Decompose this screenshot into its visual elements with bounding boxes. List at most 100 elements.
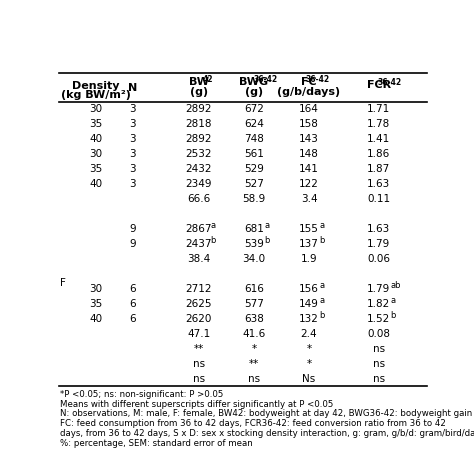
Text: 158: 158 (299, 119, 319, 129)
Text: (g): (g) (245, 87, 263, 97)
Text: Density: Density (72, 82, 120, 91)
Text: ns: ns (373, 374, 385, 383)
Text: *: * (251, 344, 256, 354)
Text: a: a (319, 296, 325, 305)
Text: 3: 3 (129, 134, 136, 144)
Text: 36-42: 36-42 (254, 75, 278, 84)
Text: 40: 40 (90, 179, 102, 189)
Text: 148: 148 (299, 149, 319, 159)
Text: 2532: 2532 (186, 149, 212, 159)
Text: b: b (319, 311, 325, 320)
Text: 2892: 2892 (186, 134, 212, 144)
Text: 2.4: 2.4 (301, 328, 318, 339)
Text: 3: 3 (129, 179, 136, 189)
Text: 58.9: 58.9 (242, 194, 265, 204)
Text: b: b (264, 236, 270, 245)
Text: 0.08: 0.08 (367, 328, 391, 339)
Text: 164: 164 (299, 104, 319, 114)
Text: 3: 3 (129, 164, 136, 174)
Text: ns: ns (373, 344, 385, 354)
Text: 35: 35 (90, 299, 102, 309)
Text: 529: 529 (244, 164, 264, 174)
Text: 30: 30 (90, 284, 102, 294)
Text: 1.71: 1.71 (367, 104, 391, 114)
Text: 38.4: 38.4 (187, 254, 210, 264)
Text: *P <0.05; ns: non-significant: P >0.05: *P <0.05; ns: non-significant: P >0.05 (60, 390, 224, 399)
Text: **: ** (249, 359, 259, 369)
Text: BW: BW (189, 77, 209, 87)
Text: 9: 9 (129, 224, 136, 234)
Text: a: a (210, 221, 216, 230)
Text: 616: 616 (244, 284, 264, 294)
Text: 2818: 2818 (186, 119, 212, 129)
Text: 1.86: 1.86 (367, 149, 391, 159)
Text: 1.63: 1.63 (367, 179, 391, 189)
Text: days, from 36 to 42 days, S x D: sex x stocking density interaction, g: gram, g/: days, from 36 to 42 days, S x D: sex x s… (60, 429, 474, 438)
Text: 141: 141 (299, 164, 319, 174)
Text: 2625: 2625 (186, 299, 212, 309)
Text: 2867: 2867 (186, 224, 212, 234)
Text: %: percentage, SEM: standard error of mean: %: percentage, SEM: standard error of me… (60, 439, 253, 448)
Text: ns: ns (193, 359, 205, 369)
Text: 42: 42 (203, 75, 213, 84)
Text: 149: 149 (299, 299, 319, 309)
Text: 2712: 2712 (186, 284, 212, 294)
Text: 34.0: 34.0 (242, 254, 265, 264)
Text: 0.11: 0.11 (367, 194, 391, 204)
Text: 0.06: 0.06 (367, 254, 391, 264)
Text: **: ** (194, 344, 204, 354)
Text: 155: 155 (299, 224, 319, 234)
Text: 561: 561 (244, 149, 264, 159)
Text: 527: 527 (244, 179, 264, 189)
Text: 672: 672 (244, 104, 264, 114)
Text: 539: 539 (244, 239, 264, 249)
Text: 3.4: 3.4 (301, 194, 318, 204)
Text: 681: 681 (244, 224, 264, 234)
Text: 1.79: 1.79 (367, 284, 391, 294)
Text: ab: ab (391, 281, 401, 290)
Text: 1.52: 1.52 (367, 314, 391, 324)
Text: 1.78: 1.78 (367, 119, 391, 129)
Text: 30: 30 (90, 104, 102, 114)
Text: 122: 122 (299, 179, 319, 189)
Text: FC: feed consumption from 36 to 42 days, FCR36-42: feed conversion ratio from 36: FC: feed consumption from 36 to 42 days,… (60, 419, 446, 428)
Text: a: a (319, 281, 325, 290)
Text: a: a (319, 221, 325, 230)
Text: Means with different superscripts differ significantly at P <0.05: Means with different superscripts differ… (60, 400, 334, 409)
Text: 156: 156 (299, 284, 319, 294)
Text: *: * (307, 344, 311, 354)
Text: 40: 40 (90, 134, 102, 144)
Text: 3: 3 (129, 119, 136, 129)
Text: 137: 137 (299, 239, 319, 249)
Text: (kg BW/m²): (kg BW/m²) (61, 91, 131, 100)
Text: 1.79: 1.79 (367, 239, 391, 249)
Text: 3: 3 (129, 104, 136, 114)
Text: N: N (128, 82, 137, 92)
Text: 1.87: 1.87 (367, 164, 391, 174)
Text: 40: 40 (90, 314, 102, 324)
Text: 3: 3 (129, 149, 136, 159)
Text: 35: 35 (90, 119, 102, 129)
Text: FCR: FCR (367, 80, 391, 90)
Text: 6: 6 (129, 284, 136, 294)
Text: 2437: 2437 (186, 239, 212, 249)
Text: (g): (g) (190, 87, 208, 97)
Text: 6: 6 (129, 314, 136, 324)
Text: FC: FC (301, 77, 317, 87)
Text: 36-42: 36-42 (378, 78, 402, 87)
Text: 1.9: 1.9 (301, 254, 318, 264)
Text: 35: 35 (90, 164, 102, 174)
Text: ns: ns (373, 359, 385, 369)
Text: Ns: Ns (302, 374, 316, 383)
Text: *: * (307, 359, 311, 369)
Text: 66.6: 66.6 (187, 194, 210, 204)
Text: 2620: 2620 (186, 314, 212, 324)
Text: 1.63: 1.63 (367, 224, 391, 234)
Text: 47.1: 47.1 (187, 328, 210, 339)
Text: 2349: 2349 (186, 179, 212, 189)
Text: 6: 6 (129, 299, 136, 309)
Text: 41.6: 41.6 (242, 328, 265, 339)
Text: 624: 624 (244, 119, 264, 129)
Text: 36-42: 36-42 (305, 75, 329, 84)
Text: b: b (391, 311, 396, 320)
